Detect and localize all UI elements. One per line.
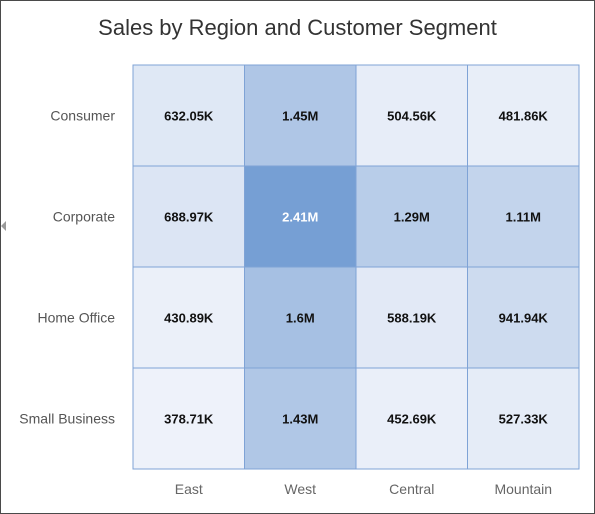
cell-value-label: 1.11M — [506, 210, 541, 225]
cell-value-label: 1.43M — [282, 412, 318, 427]
cell-value-label: 481.86K — [499, 109, 549, 124]
heatmap-cell[interactable] — [244, 266, 357, 369]
cell-value-label: 2.41M — [282, 210, 318, 225]
heatmap-cell[interactable] — [244, 367, 357, 470]
cell-value-label: 688.97K — [164, 210, 214, 225]
heatmap-cell[interactable] — [467, 165, 580, 268]
row-axis-label: Small Business — [19, 411, 115, 427]
cell-value-label: 504.56K — [387, 109, 437, 124]
cell-value-label: 1.29M — [394, 210, 430, 225]
heatmap-cell[interactable] — [132, 266, 245, 369]
row-axis-label: Home Office — [37, 310, 115, 326]
chart-title: Sales by Region and Customer Segment — [98, 15, 497, 40]
cell-value-label: 632.05K — [164, 109, 214, 124]
row-axis-label: Corporate — [53, 209, 115, 225]
column-axis-label: Central — [389, 481, 434, 497]
heatmap-cell[interactable] — [467, 64, 580, 167]
heatmap-cell[interactable] — [244, 64, 357, 167]
cell-value-label: 1.45M — [282, 109, 318, 124]
column-axis-label: East — [175, 481, 203, 497]
heatmap-cell[interactable] — [467, 367, 580, 470]
cell-value-label: 1.6M — [286, 311, 315, 326]
row-axis-label: Consumer — [50, 108, 115, 124]
heatmap-cell[interactable] — [355, 367, 468, 470]
heatmap-cell[interactable] — [132, 367, 245, 470]
column-axis-label: Mountain — [494, 481, 552, 497]
heatmap-cell[interactable] — [355, 64, 468, 167]
heatmap-cell[interactable] — [132, 64, 245, 167]
collapse-arrow-icon[interactable] — [1, 221, 6, 231]
heatmap-cell[interactable] — [467, 266, 580, 369]
heatmap-cell[interactable] — [355, 165, 468, 268]
cell-value-label: 941.94K — [499, 311, 549, 326]
column-axis-label: West — [284, 481, 316, 497]
cell-value-label: 452.69K — [387, 412, 437, 427]
cell-value-label: 588.19K — [387, 311, 437, 326]
cell-value-label: 378.71K — [164, 412, 214, 427]
cell-value-label: 527.33K — [499, 412, 549, 427]
cell-value-label: 430.89K — [164, 311, 214, 326]
